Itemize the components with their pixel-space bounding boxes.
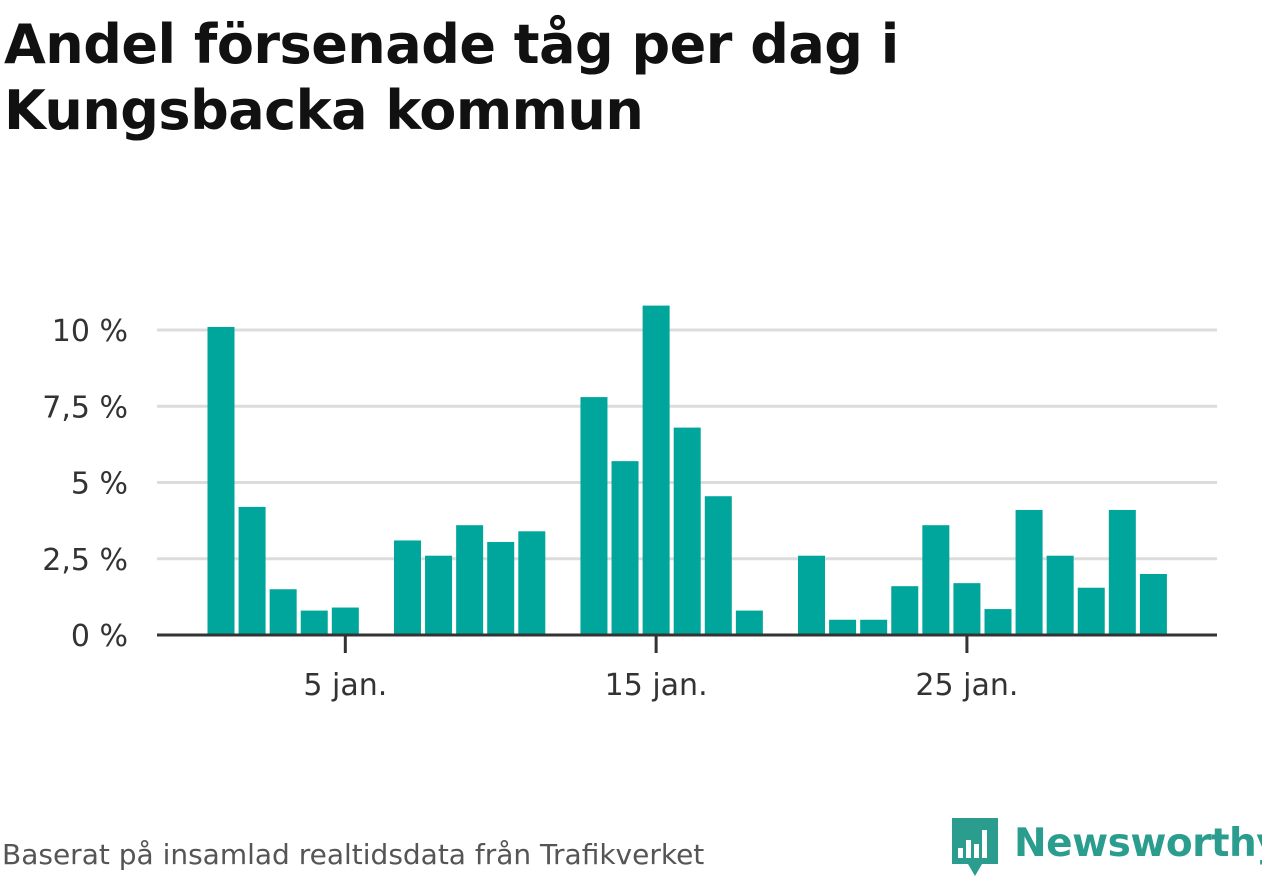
bar — [922, 525, 950, 635]
bar — [1015, 509, 1043, 635]
bar — [953, 583, 981, 635]
bar — [580, 397, 608, 635]
bar — [984, 609, 1012, 635]
brand-name: Newsworthy — [1014, 820, 1262, 866]
bar — [1046, 555, 1074, 635]
bar — [611, 461, 639, 635]
bar — [1108, 509, 1136, 635]
bar — [829, 619, 857, 635]
bar — [642, 305, 670, 635]
brand-logo[interactable]: Newsworthy — [950, 816, 1262, 878]
bar — [798, 555, 826, 635]
bar — [487, 541, 515, 635]
x-tick-label: 5 jan. — [303, 668, 387, 703]
bar — [238, 506, 266, 635]
y-tick-label: 5 % — [71, 467, 128, 502]
x-axis-tick-labels: 5 jan. 15 jan. 25 jan. — [303, 668, 1018, 703]
bar — [891, 586, 919, 635]
bar — [1077, 587, 1105, 635]
bar-chart-speech-bubble-icon — [952, 818, 998, 876]
bar — [331, 607, 359, 635]
bar — [456, 525, 484, 635]
bar — [673, 427, 701, 635]
bar — [1139, 574, 1167, 635]
bar — [425, 555, 453, 635]
bars — [207, 305, 1167, 635]
y-tick-label: 2,5 % — [42, 543, 128, 578]
bar — [735, 610, 763, 635]
y-tick-label: 0 % — [71, 619, 128, 654]
y-axis-tick-labels: 0 % 2,5 % 5 % 7,5 % 10 % — [42, 314, 128, 654]
x-tick-label: 15 jan. — [605, 668, 708, 703]
x-axis — [157, 633, 1217, 653]
bar — [518, 531, 546, 635]
chart-title: Andel försenade tåg per dag i Kungsbacka… — [4, 13, 899, 142]
bar — [269, 589, 297, 635]
y-tick-label: 10 % — [52, 314, 128, 349]
bar — [704, 496, 732, 635]
x-tick-label: 25 jan. — [915, 668, 1018, 703]
bar — [207, 326, 235, 635]
bar — [300, 610, 328, 635]
bar — [393, 540, 421, 635]
y-tick-label: 7,5 % — [42, 390, 128, 425]
bar — [860, 619, 888, 635]
source-note: Baserat på insamlad realtidsdata från Tr… — [2, 838, 705, 871]
